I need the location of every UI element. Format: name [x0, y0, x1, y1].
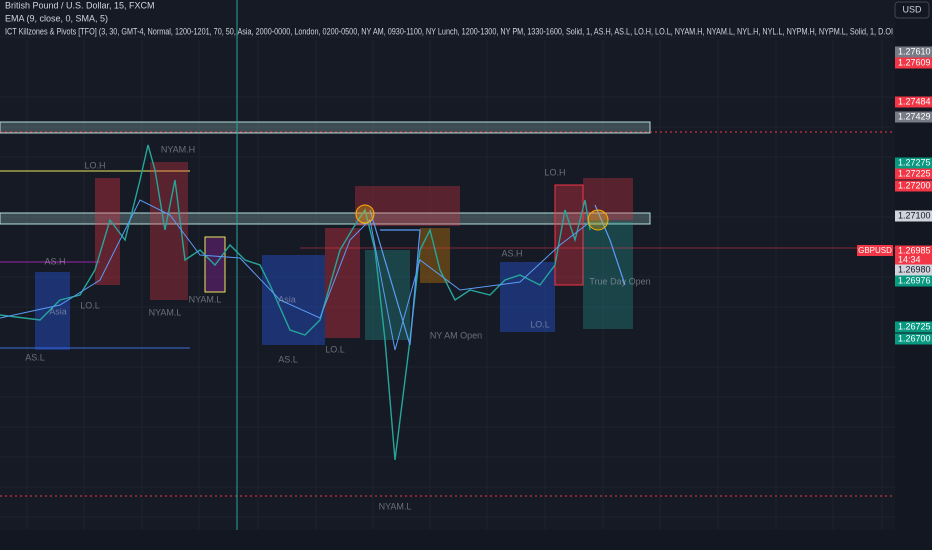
chart-label: AS.H	[44, 256, 65, 266]
price-tag: 1.26725	[898, 321, 931, 331]
price-tag: 1.27200	[898, 180, 931, 190]
price-tag: 1.26980	[898, 264, 931, 274]
chart-label: AS.H	[501, 248, 522, 258]
price-tag: 1.27429	[898, 111, 931, 121]
chart-label: NYAM.H	[161, 144, 195, 154]
currency-button[interactable]	[894, 1, 930, 19]
indicator: EMA (9, close, 0, SMA, 5)	[5, 13, 108, 23]
highlight	[355, 204, 375, 224]
session-box	[365, 250, 410, 340]
drawing-arrow	[594, 204, 626, 286]
session-box	[35, 272, 70, 350]
chart-label: True Day Open	[589, 276, 650, 286]
price-tag-bg	[895, 245, 932, 257]
price-tag: 1.27609	[898, 57, 931, 67]
chart-label: Asia	[278, 294, 296, 304]
price-tag-bg	[895, 168, 932, 180]
symbol-title: British Pound / U.S. Dollar, 15, FXCM	[5, 0, 155, 10]
price-tag-bg	[895, 46, 932, 58]
session-box	[262, 255, 325, 345]
zone	[0, 212, 651, 225]
session-box	[95, 178, 120, 285]
tag-group: 1.276101.276091.274841.274291.272751.272…	[895, 46, 932, 345]
chart-label: NYAM.L	[379, 501, 412, 511]
zone	[0, 121, 651, 134]
price-tag: 1.27275	[898, 157, 931, 167]
chart-label: LO.H	[544, 167, 565, 177]
session-box	[554, 184, 584, 286]
price-tag: 1.27225	[898, 168, 931, 178]
highlight	[587, 209, 609, 231]
currency[interactable]: USD	[902, 4, 922, 14]
price-tag-bg	[895, 264, 932, 276]
session-box	[583, 222, 633, 329]
symbol-tag-bg	[857, 245, 893, 256]
chart-label: NY AM Open	[430, 330, 482, 340]
chart-label: LO.L	[80, 300, 100, 310]
session-box	[500, 262, 555, 332]
price-tag: 1.27100	[898, 210, 931, 220]
price-path	[0, 144, 591, 461]
price-tag: 1.27610	[898, 46, 931, 56]
price-tag-bg	[895, 180, 932, 192]
price-tag: 14:34	[898, 254, 921, 264]
price-tag-bg	[895, 210, 932, 222]
ema	[0, 199, 591, 351]
chart-label: LO.H	[84, 160, 105, 170]
price-tag: 1.27484	[898, 96, 931, 106]
chart-label: NYAM.L	[189, 294, 222, 304]
price-tag-bg	[895, 333, 932, 345]
chart-label: AS.L	[278, 354, 298, 364]
chart-label: LO.L	[325, 344, 345, 354]
price-tag-bg	[895, 111, 932, 123]
chart-label: LO.L	[530, 319, 550, 329]
chart-label: Asia	[49, 306, 67, 316]
price-tag-bg	[895, 321, 932, 333]
price-tag-bg	[895, 254, 932, 266]
indicator: ICT Killzones & Pivots [TFO] (3, 30, GMT…	[5, 26, 893, 36]
price-tag-bg	[895, 96, 932, 108]
session-box	[420, 228, 450, 283]
chart-label: NYAM.L	[149, 307, 182, 317]
price-tag-bg	[895, 275, 932, 287]
label-group: AS.H AS.L Asia LO.H LO.L NYAM.H NYAM.L NYAM.L As…	[25, 144, 650, 511]
time-axis	[0, 530, 932, 550]
price-tag-bg	[895, 157, 932, 169]
price-tag: 1.26700	[898, 333, 931, 343]
price-tag-bg	[895, 57, 932, 69]
chart-label: AS.L	[25, 352, 45, 362]
drawing-arrow	[369, 209, 421, 346]
price-tag: 1.26985	[898, 245, 931, 255]
symbol-tag: GBPUSD	[858, 246, 892, 255]
price-tag: 1.26976	[898, 275, 931, 285]
